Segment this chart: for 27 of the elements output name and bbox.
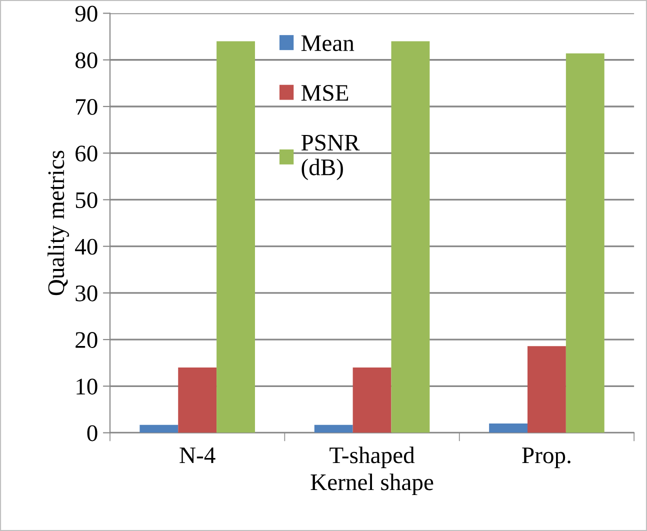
bar bbox=[528, 346, 566, 433]
y-tick-label: 40 bbox=[75, 238, 98, 255]
x-tick-label: Prop. bbox=[522, 448, 570, 468]
bar bbox=[216, 41, 255, 433]
x-tick-label: T-shaped bbox=[330, 446, 415, 468]
bar bbox=[391, 41, 430, 433]
legend-label: MSE bbox=[301, 85, 348, 101]
legend-label: Mean bbox=[301, 35, 354, 52]
y-tick-label: 0 bbox=[87, 425, 98, 442]
y-tick-label: 50 bbox=[76, 192, 98, 208]
bar bbox=[489, 423, 528, 433]
y-tick-label: 80 bbox=[75, 52, 98, 68]
y-tick-label: 90 bbox=[75, 6, 98, 22]
y-tick-label: 70 bbox=[76, 98, 98, 115]
legend-label: PSNR (dB) bbox=[301, 134, 360, 180]
bar bbox=[140, 424, 178, 433]
y-tick-label: 30 bbox=[76, 285, 98, 302]
y-axis-title: Quality metrics bbox=[48, 150, 70, 296]
y-tick-label: 20 bbox=[76, 332, 98, 348]
y-tick-label: 10 bbox=[76, 378, 98, 395]
bar bbox=[352, 368, 392, 433]
bar bbox=[566, 53, 604, 433]
x-tick-label: N-4 bbox=[180, 447, 216, 464]
x-axis-title: Kernel shape bbox=[310, 474, 434, 496]
y-tick-label: 60 bbox=[76, 146, 98, 162]
bar bbox=[314, 424, 353, 433]
bar bbox=[178, 368, 217, 433]
